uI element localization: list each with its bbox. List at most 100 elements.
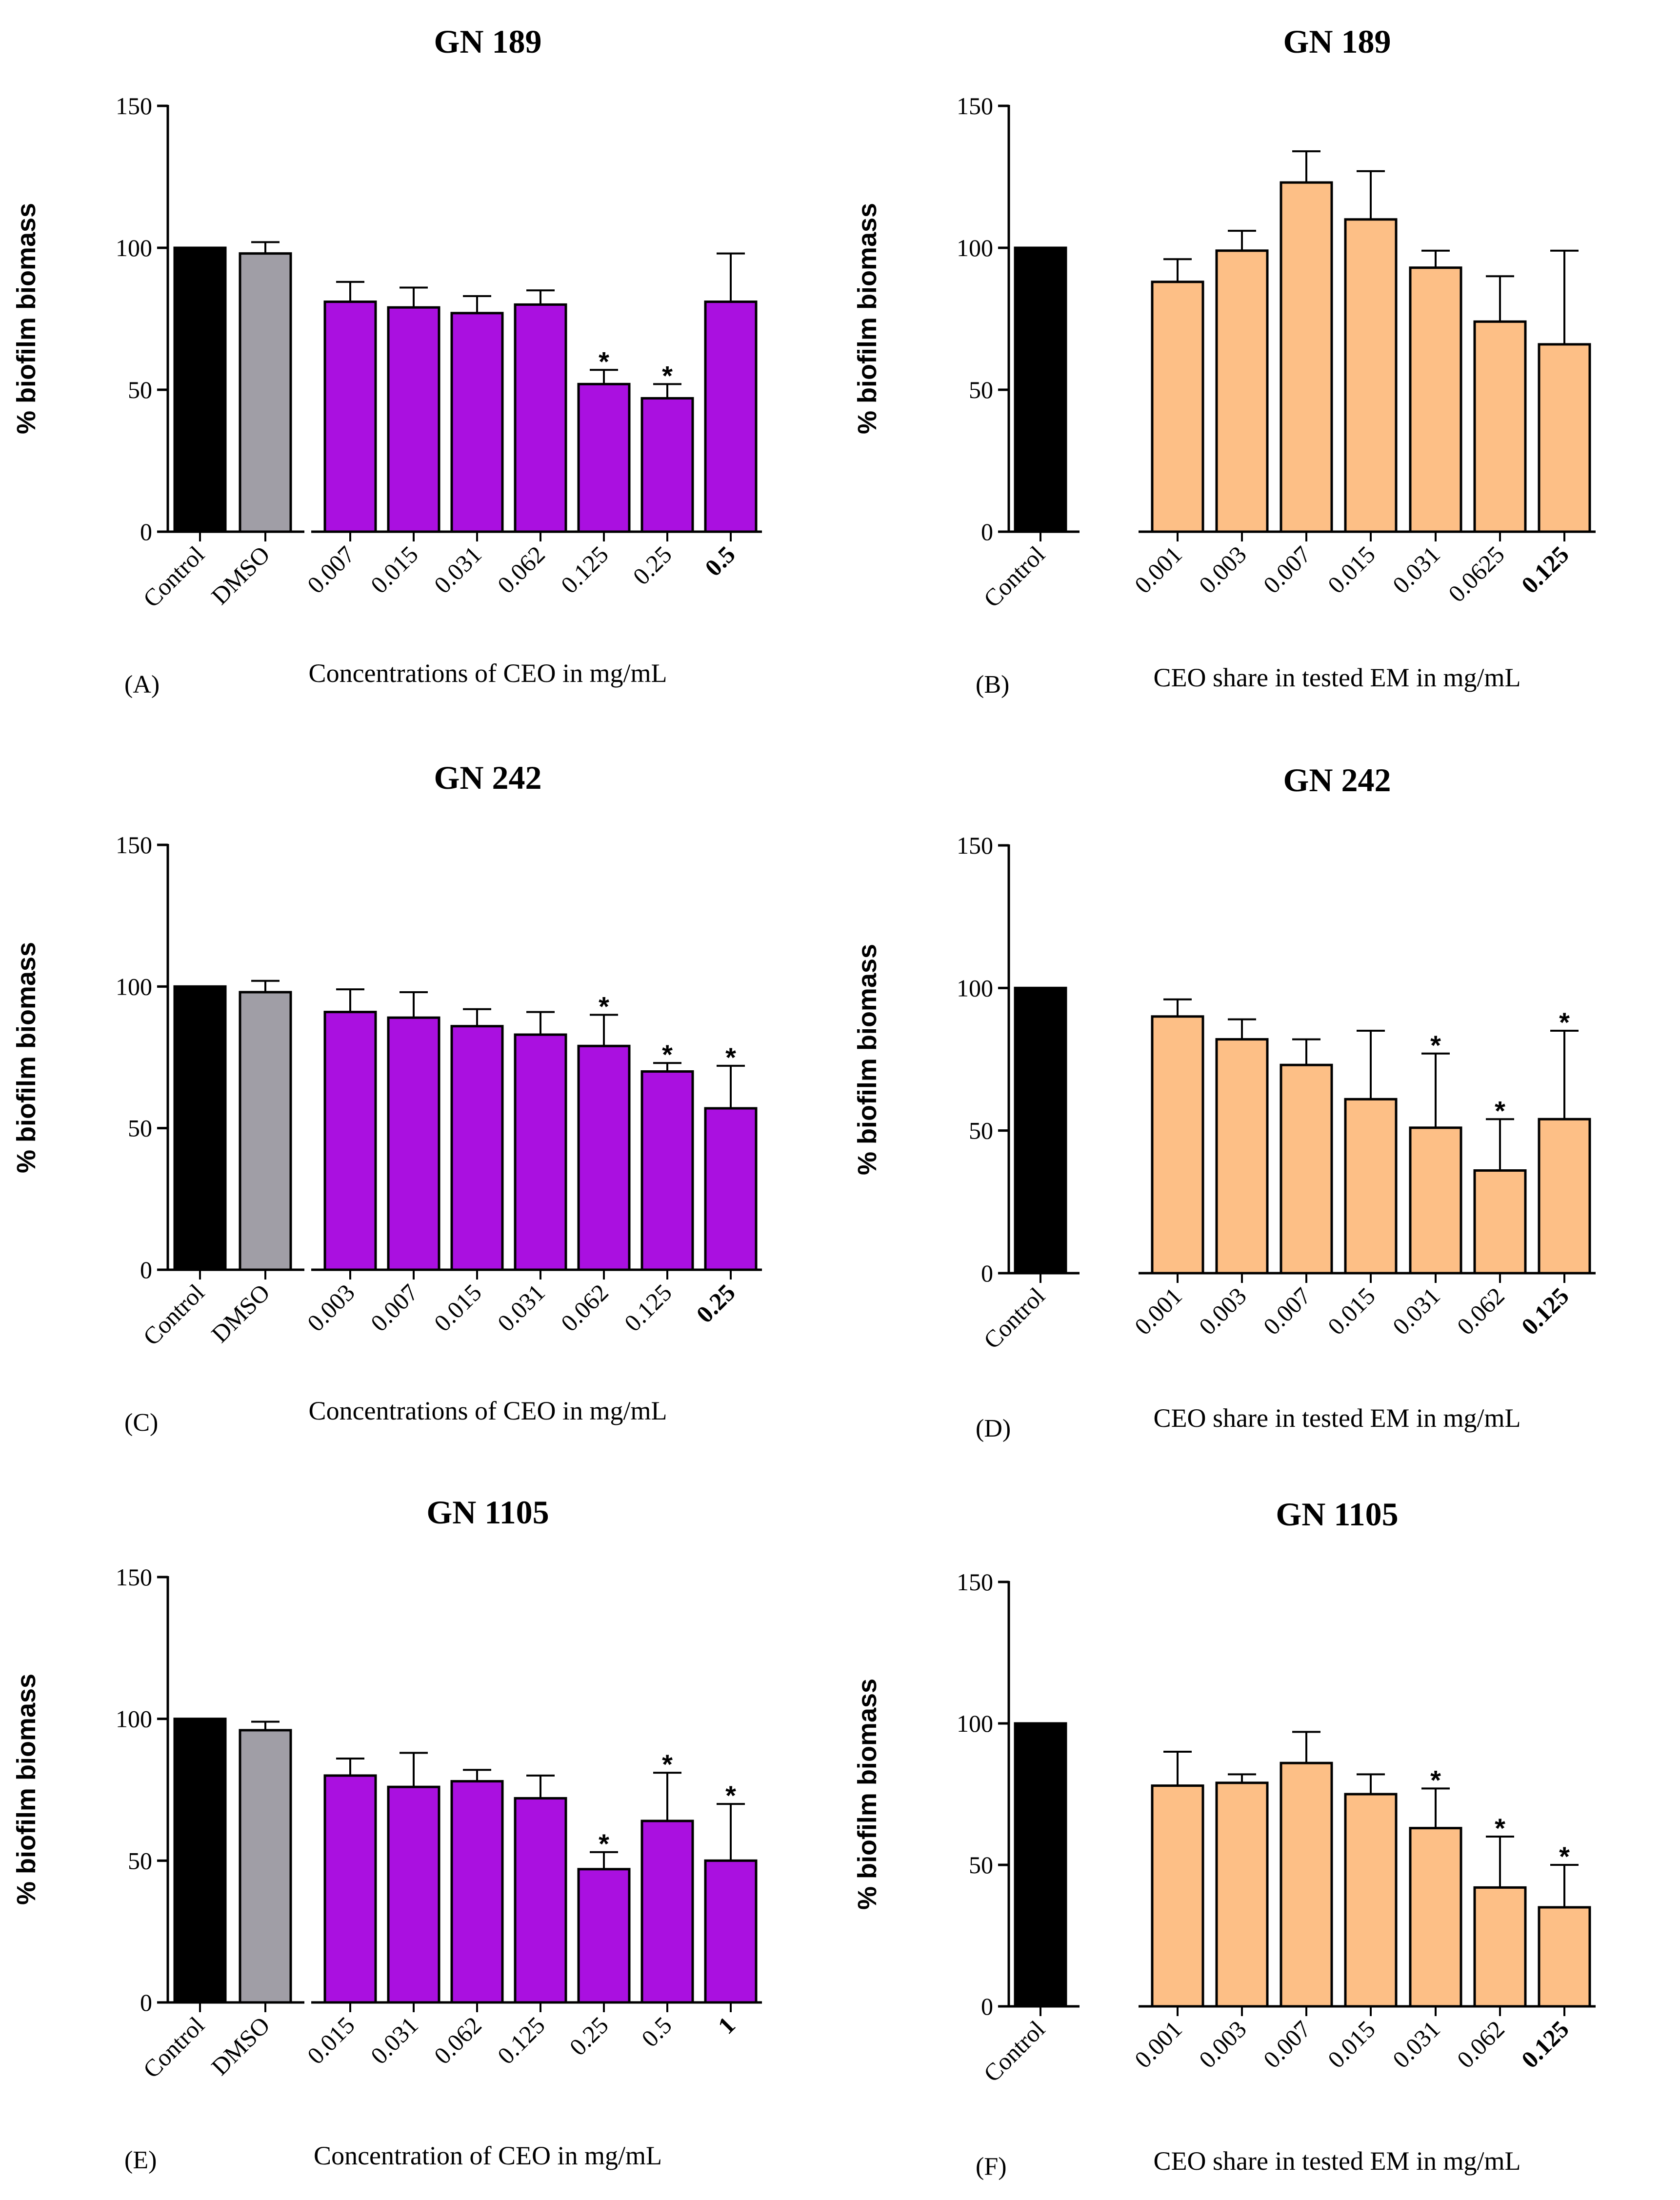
- x-tick-label: 0.031: [1387, 1282, 1445, 1340]
- y-tick-label: 50: [128, 1115, 152, 1142]
- x-tick-label: 0.0625: [1443, 540, 1510, 607]
- bar: [1014, 246, 1067, 533]
- chart-panel-b: GN 189 % biofilm biomass 0 50 100 150 Control 0…: [853, 23, 1596, 699]
- bar: [1151, 1784, 1204, 2008]
- bar: [1473, 1886, 1527, 2008]
- y-tick-label: 50: [969, 376, 993, 403]
- x-tick-label: 0.125: [492, 2011, 550, 2069]
- y-axis-label: % biofilm biomass: [12, 203, 41, 434]
- y-axis-label: % biofilm biomass: [853, 1679, 882, 1910]
- y-tick-label: 0: [140, 1989, 152, 2016]
- bar: [387, 1016, 440, 1271]
- x-tick-label: DMSO: [206, 2011, 275, 2080]
- x-tick-label: Control: [138, 2011, 210, 2083]
- bar: [1473, 1169, 1527, 1275]
- y-tick-label: 0: [140, 1256, 152, 1283]
- bar: [450, 1780, 504, 2004]
- x-axis-label: CEO share in tested EM in mg/mL: [1154, 2146, 1521, 2176]
- y-tick-label: 100: [116, 1705, 152, 1733]
- bar: [640, 1070, 694, 1271]
- x-axis-label: Concentrations of CEO in mg/mL: [309, 1396, 667, 1425]
- bar: [239, 991, 292, 1271]
- bar: [1280, 1761, 1333, 2008]
- x-tick-label: 0.062: [1452, 1282, 1510, 1340]
- y-axis-label: % biofilm biomass: [12, 942, 41, 1173]
- x-tick-label: 0.031: [365, 2011, 423, 2069]
- x-tick-label: 0.25: [627, 540, 677, 590]
- bar: [323, 300, 377, 533]
- significance-marker: *: [1495, 1095, 1505, 1126]
- significance-marker: *: [1430, 1030, 1441, 1060]
- x-tick-label: Control: [138, 540, 210, 613]
- x-tick-label: DMSO: [206, 540, 275, 610]
- x-tick-label: 0.001: [1129, 1282, 1187, 1340]
- panel-label: (B): [976, 671, 1009, 699]
- x-tick-label: 0.062: [556, 1279, 614, 1337]
- bar: [514, 1033, 567, 1271]
- panel-label: (A): [124, 671, 160, 699]
- x-tick-label: 0.125: [1516, 540, 1574, 599]
- significance-marker: *: [662, 1749, 673, 1780]
- x-tick-label: 0.007: [1258, 1282, 1316, 1340]
- x-tick-label: 0.062: [1452, 2015, 1510, 2073]
- y-tick-label: 150: [116, 1563, 152, 1591]
- x-tick-label: 0.5: [636, 2011, 677, 2052]
- chart-title: GN 189: [1283, 23, 1391, 60]
- x-tick-label: 0.001: [1129, 540, 1187, 599]
- bar: [1215, 1781, 1269, 2008]
- bar: [577, 1044, 631, 1271]
- x-tick-label: 0.125: [556, 540, 614, 599]
- x-tick-label: 0.062: [429, 2011, 487, 2069]
- significance-marker: *: [599, 346, 609, 377]
- bar: [1014, 1722, 1067, 2008]
- x-tick-label: 0.031: [1387, 540, 1445, 599]
- bar: [239, 1729, 292, 2004]
- y-tick-label: 100: [116, 234, 152, 261]
- chart-panel-c: GN 242 % biofilm biomass 0 50 100 150 ControlD…: [12, 759, 762, 1437]
- bar: [387, 306, 440, 533]
- y-axis-label: % biofilm biomass: [12, 1674, 41, 1905]
- chart-title: GN 242: [434, 759, 542, 796]
- bar: [1215, 1038, 1269, 1275]
- y-tick-label: 150: [957, 832, 993, 859]
- significance-marker: *: [725, 1780, 736, 1811]
- bar: [387, 1785, 440, 2004]
- panel-label: (F): [976, 2153, 1007, 2180]
- bar: [323, 1011, 377, 1271]
- x-tick-label: 0.015: [1322, 1282, 1380, 1340]
- significance-marker: *: [725, 1042, 736, 1073]
- panel-label: (E): [124, 2146, 157, 2174]
- y-tick-label: 0: [140, 518, 152, 545]
- x-tick-label: 0.031: [492, 1279, 550, 1337]
- x-tick-label: 0.003: [1194, 540, 1252, 599]
- x-tick-label: 0.015: [429, 1279, 487, 1337]
- x-tick-label: 0.5: [700, 540, 740, 581]
- chart-title: GN 1105: [426, 1494, 549, 1531]
- x-tick-label: 0.007: [302, 540, 360, 599]
- x-tick-label: 0.015: [1322, 2015, 1380, 2073]
- chart-panel-e: GN 1105 % biofilm biomass 0 50 100 150 Control…: [12, 1494, 762, 2174]
- x-axis-label: Concentration of CEO in mg/mL: [314, 2141, 662, 2170]
- bar: [1280, 1063, 1333, 1275]
- x-tick-label: 0.125: [1516, 2015, 1574, 2073]
- x-tick-label: 0.003: [1194, 2015, 1252, 2073]
- x-tick-label: 0.125: [1516, 1282, 1574, 1340]
- x-tick-label: 0.003: [302, 1279, 360, 1337]
- y-tick-label: 100: [116, 973, 152, 1000]
- significance-marker: *: [599, 1828, 609, 1859]
- significance-marker: *: [599, 991, 609, 1021]
- bar: [640, 1820, 694, 2004]
- significance-marker: *: [662, 360, 673, 391]
- bar: [1344, 1793, 1398, 2008]
- bar: [1409, 1126, 1462, 1275]
- x-tick-label: Control: [978, 1282, 1050, 1354]
- x-tick-label: 0.003: [1194, 1282, 1252, 1340]
- bar: [704, 1107, 758, 1271]
- x-axis-label: Concentrations of CEO in mg/mL: [309, 659, 667, 688]
- y-tick-label: 0: [981, 1993, 993, 2020]
- chart-panel-a: GN 189 % biofilm biomass 0 50 100 150 ControlD…: [12, 23, 762, 699]
- y-tick-label: 0: [981, 1260, 993, 1287]
- y-tick-label: 50: [969, 1117, 993, 1144]
- x-tick-label: 0.007: [1258, 540, 1316, 599]
